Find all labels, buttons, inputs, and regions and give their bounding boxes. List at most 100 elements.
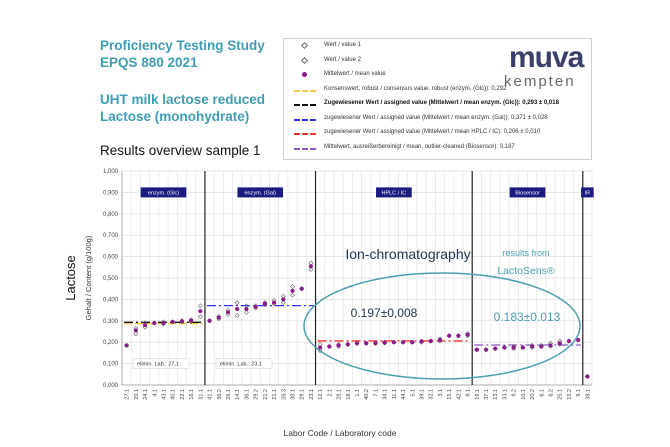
x-tick-label: 10.1 bbox=[521, 389, 527, 400]
x-tick-label: 31.1 bbox=[198, 389, 204, 400]
x-tick-label: 6.1 bbox=[539, 389, 545, 397]
value-point bbox=[308, 267, 314, 272]
x-tick-label: 33.1 bbox=[502, 389, 508, 400]
mean-point bbox=[419, 339, 424, 344]
legend-item-label: Mittelwert / mean value bbox=[324, 71, 386, 77]
y-axis-title: Gehalt / Content (g/100g) bbox=[84, 235, 93, 320]
y-tick-label: 0,500 bbox=[103, 276, 119, 282]
mean-point bbox=[576, 338, 581, 343]
mean-point bbox=[327, 344, 332, 349]
y-tick-label: 0,300 bbox=[103, 319, 119, 325]
mean-point bbox=[548, 343, 553, 348]
group-label-box bbox=[140, 187, 187, 198]
x-tick-label: 4.1 bbox=[152, 389, 158, 397]
mean-point bbox=[179, 319, 184, 324]
value-point bbox=[243, 309, 249, 315]
x-tick-label: 40.1 bbox=[171, 389, 177, 400]
x-tick-label: 30.1 bbox=[290, 389, 296, 400]
group-label: IR bbox=[585, 190, 591, 196]
mean-point bbox=[281, 297, 286, 302]
x-tick-label: 12.1 bbox=[318, 389, 324, 400]
mean-point bbox=[364, 341, 369, 346]
mean-point bbox=[299, 286, 304, 291]
value-point bbox=[234, 300, 240, 306]
y-axis-outer-title: Lactose bbox=[63, 255, 78, 301]
group-label: HPLC / IC bbox=[381, 190, 406, 196]
value-point bbox=[290, 292, 295, 298]
legend-item-label: Wert / value 1 bbox=[324, 42, 361, 48]
legend-line-swatch bbox=[294, 118, 316, 121]
mean-point bbox=[465, 332, 470, 337]
results-subtitle: Results overview sample 1 bbox=[100, 143, 261, 158]
x-tick-label: 19.1 bbox=[475, 389, 481, 400]
group-label-box bbox=[509, 187, 546, 198]
mean-point bbox=[566, 339, 571, 344]
x-tick-label: 5.1 bbox=[410, 389, 416, 397]
x-tick-label: 15.2 bbox=[567, 389, 573, 400]
x-tick-label: 24.1 bbox=[143, 389, 149, 400]
x-tick-label: 39.1 bbox=[420, 389, 426, 400]
x-tick-label: 36.1 bbox=[244, 389, 250, 400]
x-tick-label: 6.2 bbox=[549, 389, 555, 397]
x-tick-label: 9.1 bbox=[576, 389, 582, 397]
mean-point bbox=[152, 320, 157, 325]
highlight-ellipse bbox=[303, 272, 581, 380]
group-label: enzym. (Glc) bbox=[148, 190, 179, 196]
x-tick-label: 11.1 bbox=[392, 389, 398, 399]
legend-item-label: Konsenswert, robust / consensus value, r… bbox=[324, 85, 507, 92]
mean-point bbox=[170, 319, 175, 324]
y-tick-label: 0,100 bbox=[103, 362, 119, 368]
mean-point bbox=[530, 344, 535, 349]
mean-point bbox=[189, 318, 194, 323]
y-tick-label: 0,800 bbox=[103, 212, 119, 218]
mean-point bbox=[557, 341, 562, 346]
value-point bbox=[234, 313, 240, 318]
elimination-note: elimin. Lab.: 23,1 bbox=[220, 362, 262, 368]
value-point bbox=[280, 300, 286, 306]
study-code: EPQS 880 2021 bbox=[100, 55, 198, 70]
x-tick-label: 21.1 bbox=[272, 389, 278, 400]
value-point bbox=[133, 331, 139, 337]
mean-point bbox=[373, 341, 378, 346]
y-tick-label: 0,200 bbox=[103, 340, 119, 346]
legend-item-label: zugewiesener Wert / assigned value (Mitt… bbox=[324, 114, 548, 121]
y-tick-label: 0,000 bbox=[103, 383, 119, 389]
x-tick-label: 8.1 bbox=[466, 389, 472, 397]
mean-point bbox=[290, 288, 295, 293]
x-tick-label: 20.2 bbox=[530, 389, 536, 400]
x-tick-label: 32.1 bbox=[429, 389, 435, 400]
study-title: Proficiency Testing Study bbox=[100, 38, 265, 53]
mean-point bbox=[355, 341, 359, 346]
x-tick-label: 42.1 bbox=[456, 389, 462, 400]
mean-point bbox=[456, 333, 461, 338]
group-label-box bbox=[376, 187, 412, 198]
x-tick-label: 15.1 bbox=[447, 389, 453, 400]
lactosens-label: LactoSens® bbox=[497, 265, 555, 277]
group-label-box bbox=[581, 187, 594, 198]
mean-point bbox=[216, 315, 221, 320]
mean-point bbox=[484, 347, 489, 352]
analyte-title: Lactose (monohydrate) bbox=[100, 109, 250, 124]
legend-line-swatch bbox=[294, 147, 316, 150]
mean-point bbox=[520, 345, 525, 350]
x-tick-label: 23.1 bbox=[309, 389, 315, 400]
x-tick-label: 2.1 bbox=[327, 389, 333, 397]
x-tick-label: 37.1 bbox=[484, 389, 490, 400]
y-tick-label: 0,700 bbox=[103, 233, 119, 239]
group-label: Biosensor bbox=[515, 190, 540, 196]
legend-line-swatch bbox=[294, 89, 316, 92]
mean-point bbox=[124, 343, 129, 348]
mean-point bbox=[447, 333, 452, 338]
x-tick-label: 44.1 bbox=[401, 389, 407, 400]
value-point bbox=[290, 284, 295, 289]
legend-item-label: Mittelwert, ausreißerbereinigt / mean, o… bbox=[324, 143, 515, 150]
mean-point bbox=[391, 340, 396, 345]
mean-point bbox=[336, 343, 341, 348]
x-tick-label: 21.2 bbox=[263, 389, 269, 400]
x-axis-title: Labor Code / Laboratory code bbox=[284, 428, 397, 438]
mean-point bbox=[511, 345, 516, 350]
legend-item-label: zugewiesener Wert / assigned value (Mitt… bbox=[324, 129, 541, 135]
x-tick-label: 28.1 bbox=[337, 389, 343, 400]
mean-point bbox=[143, 323, 148, 328]
